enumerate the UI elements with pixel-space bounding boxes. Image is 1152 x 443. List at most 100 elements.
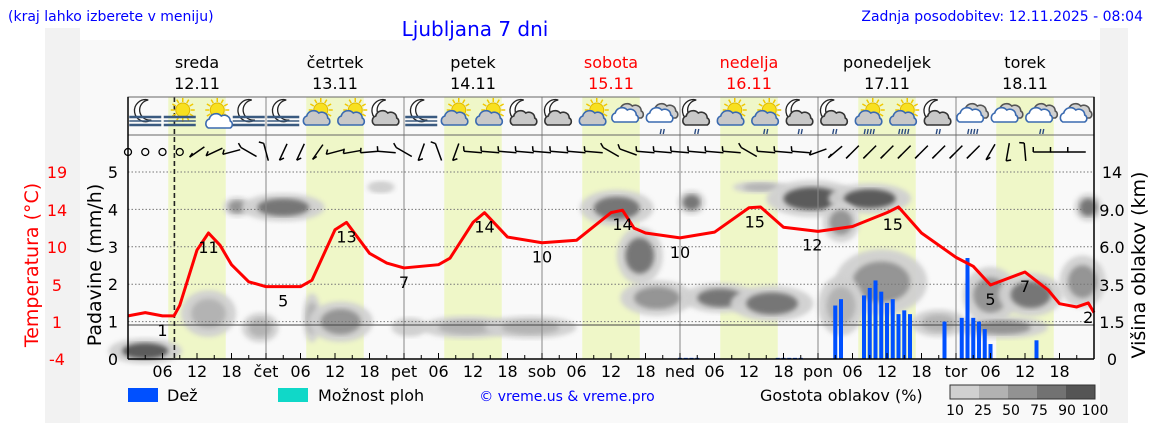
moon-cloud-icon	[371, 98, 400, 126]
wind-barb-icon	[1019, 141, 1027, 162]
day-name: torek	[1004, 53, 1046, 72]
cloud-cell	[1068, 265, 1097, 298]
copyright-link[interactable]: © vreme.us & vreme.pro	[479, 389, 654, 405]
rain-drop	[659, 128, 662, 135]
day-date: 12.11	[174, 74, 220, 93]
density-tick: 10	[946, 403, 964, 419]
moon-cloud-icon	[543, 98, 573, 126]
wind-barb-icon	[790, 146, 810, 154]
rain-drop	[973, 128, 976, 135]
temperature-label: 15	[883, 215, 903, 234]
precip-tick: 0	[108, 350, 118, 369]
wind-barb-icon	[359, 147, 379, 154]
x-tick-label: 12	[1015, 362, 1035, 381]
location-hint[interactable]: (kraj lahko izberete v meniju)	[8, 9, 214, 25]
wind-shaft	[296, 143, 305, 161]
moon-cloud-rain-icon	[681, 98, 711, 135]
cloud-icon	[645, 106, 674, 123]
x-tick-label: 12	[187, 362, 207, 381]
temperature-tick: 19	[47, 163, 67, 182]
sun-cloud-rain-icon	[751, 98, 782, 135]
rain-bar	[862, 295, 866, 359]
cloud-height-tick: 1.5	[1099, 313, 1124, 332]
wind-shaft	[377, 150, 396, 154]
rain-drop	[835, 128, 838, 135]
legend-cloud-density-label: Gostota oblakov (%)	[760, 386, 923, 405]
day-name: petek	[450, 53, 496, 72]
rain-bar	[977, 321, 981, 359]
cloud-height-tick: 14	[1102, 163, 1122, 182]
wind-shaft	[985, 143, 996, 161]
wind-shaft	[262, 143, 270, 161]
x-tick-label: 06	[842, 362, 862, 381]
rain-bar	[965, 258, 970, 359]
wind-shaft	[791, 150, 810, 154]
day-headers: sreda 12.11 četrtek 13.11 petek 14.11 sobota 15…	[174, 53, 1048, 93]
cloud-cell	[682, 194, 701, 210]
sun-ray	[913, 103, 919, 107]
sun-ray	[206, 113, 211, 117]
sun-ray	[462, 99, 466, 104]
wind-feather	[417, 158, 424, 162]
cloud-icon	[509, 109, 538, 126]
wind-feather	[862, 154, 868, 159]
cloud-height-axis-label: Višina oblakov (km)	[1128, 172, 1150, 359]
cloud-icon	[1025, 106, 1054, 123]
moon-fog-icon	[267, 98, 300, 127]
sun-ray	[910, 99, 914, 104]
cloud-icon	[544, 109, 573, 126]
sun-ray	[499, 113, 505, 117]
cloud-icon	[751, 109, 780, 126]
wind-shaft	[311, 144, 324, 160]
x-tick-label: čet	[254, 362, 279, 381]
moon-fog-icon	[129, 98, 162, 127]
wind-barb-icon	[376, 146, 396, 154]
x-tick-label: 18	[773, 362, 793, 381]
sun-ray	[358, 99, 362, 104]
cloud-icon	[440, 109, 469, 126]
sun-ray	[189, 103, 194, 107]
x-tick-label: 18	[635, 362, 655, 381]
wind-shaft	[653, 150, 672, 154]
day-date: 18.11	[1002, 74, 1048, 93]
sun-ray	[879, 103, 884, 107]
sun-ray	[486, 99, 490, 104]
x-tick-label: tor	[945, 362, 968, 381]
sun-ray	[344, 103, 349, 107]
sun-ray	[220, 99, 224, 104]
temperature-label: 10	[532, 248, 552, 267]
day-name: četrtek	[307, 53, 365, 72]
x-tick-label: 06	[704, 362, 724, 381]
density-scale-frame	[949, 384, 1096, 400]
day-name: nedelja	[720, 53, 779, 72]
rain-bar	[833, 305, 838, 359]
sun-ray	[327, 103, 332, 107]
density-tick: 90	[1058, 403, 1076, 419]
wind-barb-icon	[566, 146, 586, 154]
sun-ray	[590, 99, 594, 104]
x-tick-label: 18	[497, 362, 517, 381]
sun-ray	[452, 99, 456, 104]
rain-bar	[839, 299, 843, 359]
cloud-cell	[257, 198, 310, 217]
wind-barb-icon	[583, 146, 603, 154]
temperature-label: 14	[474, 218, 494, 237]
calm-wind-icon	[141, 147, 150, 157]
x-tick-label: pon	[803, 362, 833, 381]
wind-barb-icon	[462, 146, 483, 154]
wind-feather	[897, 154, 902, 159]
rain-bar	[942, 321, 947, 359]
cloud-icon	[578, 109, 607, 126]
cloud-icon	[1059, 102, 1093, 123]
day-name: sreda	[175, 53, 219, 72]
sun-ray	[171, 103, 177, 107]
sun-ray	[866, 99, 870, 104]
x-tick-label: 06	[428, 362, 448, 381]
cloud-icon	[302, 109, 331, 126]
sun-cloud-icon	[302, 98, 333, 126]
moon-cloud-rain-icon	[923, 98, 952, 135]
wind-barb-icon	[393, 142, 413, 158]
wind-barb-icon	[600, 142, 620, 158]
